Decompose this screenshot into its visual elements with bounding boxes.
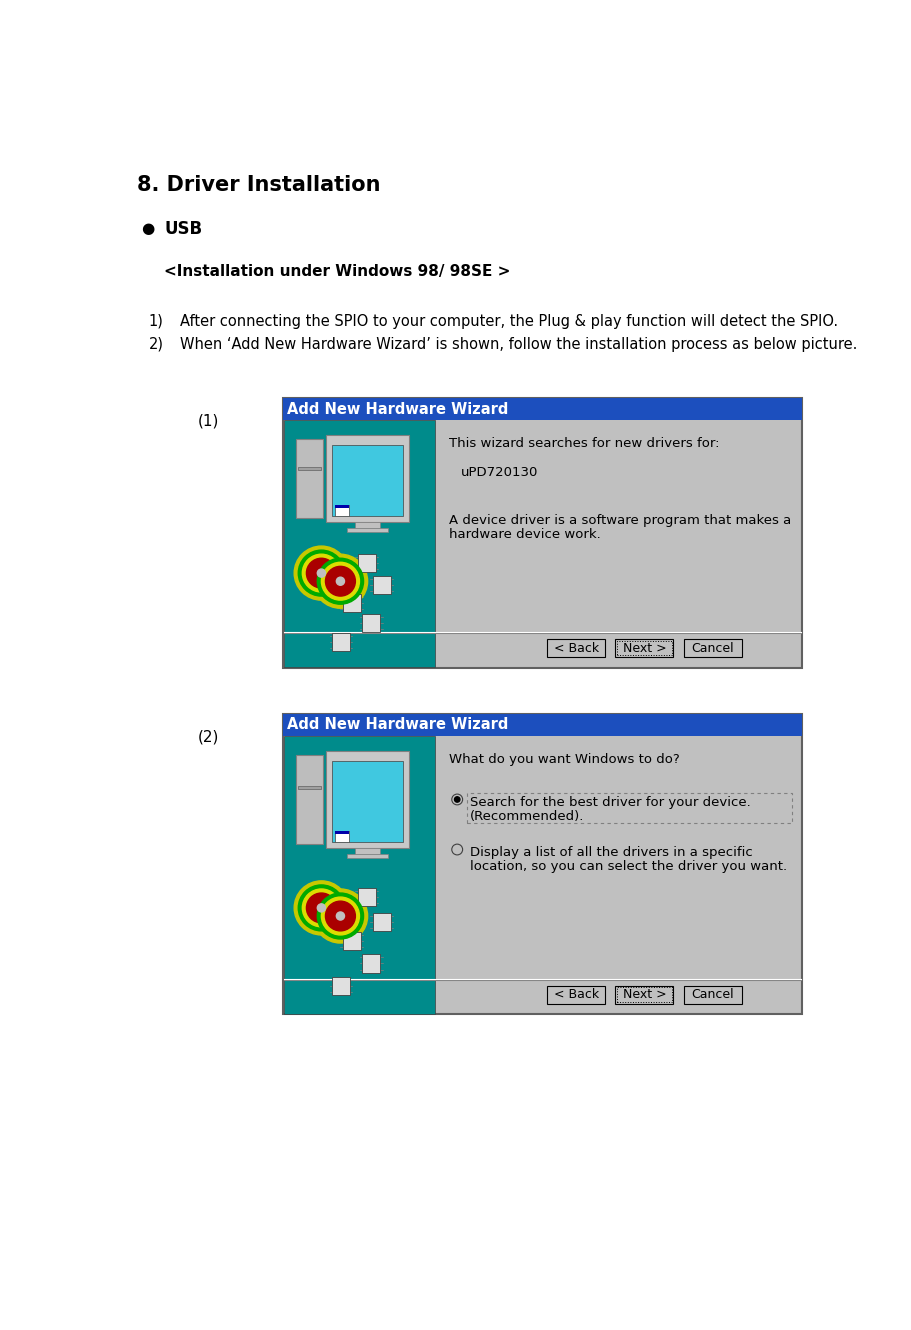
Text: Cancel: Cancel <box>691 641 734 654</box>
Bar <box>617 641 672 656</box>
Bar <box>616 640 674 658</box>
Text: What do you want Windows to do?: What do you want Windows to do? <box>449 753 681 766</box>
Text: USB: USB <box>164 221 202 238</box>
Bar <box>548 987 606 1004</box>
Text: (Recommended).: (Recommended). <box>469 810 584 823</box>
Text: (2): (2) <box>198 729 219 745</box>
Text: 2): 2) <box>148 336 164 351</box>
Text: After connecting the SPIO to your computer, the Plug & play function will detect: After connecting the SPIO to your comput… <box>179 314 838 329</box>
Bar <box>343 593 361 612</box>
Text: uPD720130: uPD720130 <box>461 465 538 479</box>
Circle shape <box>336 912 344 920</box>
Circle shape <box>302 555 341 592</box>
Text: When ‘Add New Hardware Wizard’ is shown, follow the installation process as belo: When ‘Add New Hardware Wizard’ is shown,… <box>179 336 857 351</box>
Bar <box>355 849 380 854</box>
Text: Cancel: Cancel <box>691 988 734 1001</box>
Bar <box>326 435 409 521</box>
Text: Search for the best driver for your device.: Search for the best driver for your devi… <box>469 797 751 810</box>
Bar <box>684 640 742 658</box>
Bar <box>343 932 361 950</box>
Circle shape <box>325 902 355 931</box>
Bar <box>283 420 435 668</box>
Circle shape <box>313 555 368 608</box>
Circle shape <box>455 797 460 802</box>
Bar <box>332 976 350 995</box>
Bar <box>684 987 742 1004</box>
Circle shape <box>317 892 363 939</box>
Bar <box>363 613 380 632</box>
Circle shape <box>317 559 363 604</box>
Bar <box>373 912 391 931</box>
Text: Next >: Next > <box>622 641 666 654</box>
Text: <Installation under Windows 98/ 98SE >: <Installation under Windows 98/ 98SE > <box>164 263 511 278</box>
Bar <box>296 755 322 843</box>
Circle shape <box>317 569 325 577</box>
Bar <box>683 640 742 657</box>
Bar <box>615 640 673 657</box>
Bar <box>335 831 349 842</box>
Bar <box>347 854 388 858</box>
Bar <box>333 761 403 842</box>
Bar <box>283 735 435 1013</box>
Bar <box>298 786 321 789</box>
Bar <box>347 528 388 532</box>
Bar <box>548 640 605 657</box>
Text: hardware device work.: hardware device work. <box>449 528 601 541</box>
Circle shape <box>452 845 463 855</box>
Bar <box>296 439 322 519</box>
Circle shape <box>317 904 325 912</box>
Text: Display a list of all the drivers in a specific: Display a list of all the drivers in a s… <box>469 846 752 859</box>
Text: This wizard searches for new drivers for:: This wizard searches for new drivers for… <box>449 436 720 450</box>
Text: Add New Hardware Wizard: Add New Hardware Wizard <box>288 402 509 416</box>
Text: ●: ● <box>141 221 154 237</box>
Bar <box>548 640 606 658</box>
Circle shape <box>294 880 349 935</box>
Bar <box>333 446 403 516</box>
Circle shape <box>302 888 341 927</box>
Circle shape <box>298 884 344 931</box>
Circle shape <box>322 563 360 600</box>
Circle shape <box>325 567 355 596</box>
Bar <box>466 793 792 822</box>
Bar <box>616 987 674 1004</box>
Circle shape <box>298 551 344 596</box>
Bar <box>617 987 672 1001</box>
Bar <box>326 751 409 849</box>
Circle shape <box>322 898 360 935</box>
Bar <box>615 986 673 1004</box>
Text: location, so you can select the driver you want.: location, so you can select the driver y… <box>469 861 787 874</box>
Bar <box>548 986 605 1004</box>
Circle shape <box>313 888 368 943</box>
Bar <box>282 398 802 668</box>
Bar <box>282 398 802 420</box>
Text: < Back: < Back <box>554 641 599 654</box>
Text: 1): 1) <box>148 314 164 329</box>
Circle shape <box>306 892 336 923</box>
Bar <box>683 986 742 1004</box>
Text: < Back: < Back <box>554 988 599 1001</box>
Bar <box>332 633 350 652</box>
Text: Next >: Next > <box>622 988 666 1001</box>
Text: (1): (1) <box>198 414 219 428</box>
Bar <box>358 887 375 906</box>
Text: 8. Driver Installation: 8. Driver Installation <box>138 176 381 196</box>
Bar <box>282 714 802 735</box>
Circle shape <box>452 794 463 805</box>
Bar <box>373 576 391 595</box>
Text: Add New Hardware Wizard: Add New Hardware Wizard <box>288 717 509 733</box>
Circle shape <box>336 577 344 585</box>
Bar <box>355 521 380 528</box>
Bar <box>282 714 802 1015</box>
Circle shape <box>294 547 349 600</box>
Bar <box>335 505 349 516</box>
Circle shape <box>306 559 336 588</box>
Bar <box>363 955 380 972</box>
Bar <box>335 505 349 508</box>
Bar <box>298 467 321 469</box>
Bar <box>335 831 349 834</box>
Text: A device driver is a software program that makes a: A device driver is a software program th… <box>449 513 792 527</box>
Bar <box>358 555 375 572</box>
